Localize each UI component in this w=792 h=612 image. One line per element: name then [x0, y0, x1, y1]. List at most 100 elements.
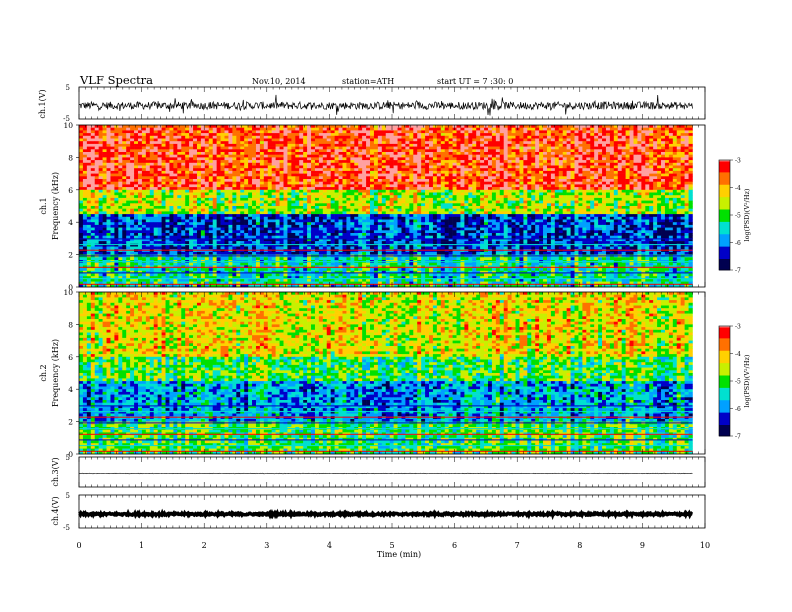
- spectrogram-cell: [401, 127, 406, 131]
- spectrogram-cell: [546, 146, 552, 150]
- spectrogram-cell: [106, 168, 111, 172]
- spectrogram-cell: [149, 149, 155, 153]
- spectrogram-cell: [82, 168, 88, 172]
- spectrogram-cell: [649, 197, 654, 201]
- spectrogram-cell: [330, 197, 335, 201]
- spectrogram-cell: [295, 184, 300, 188]
- spectrogram-cell: [90, 162, 96, 166]
- spectrogram-cell: [476, 195, 481, 199]
- spectrogram-cell: [590, 135, 595, 139]
- spectrogram-cell: [189, 200, 194, 204]
- spectrogram-cell: [307, 160, 312, 164]
- spectrogram-cell: [267, 138, 272, 142]
- spectrogram-cell: [531, 160, 536, 164]
- spectrogram-cell: [122, 195, 127, 199]
- spectrogram-cell: [381, 143, 387, 147]
- spectrogram-cell: [594, 149, 599, 153]
- spectrogram-cell: [539, 179, 544, 182]
- spectrogram-cell: [189, 197, 194, 201]
- spectrogram-cell: [212, 125, 217, 128]
- spectrogram-cell: [86, 203, 92, 207]
- spectrogram-cell: [196, 141, 202, 145]
- spectrogram-cell: [275, 200, 280, 204]
- spectrogram-cell: [134, 160, 139, 164]
- spectrogram-cell: [562, 154, 567, 158]
- spectrogram-cell: [200, 154, 206, 158]
- spectrogram-cell: [468, 146, 473, 150]
- spectrogram-cell: [661, 130, 666, 134]
- spectrogram-cell: [267, 133, 272, 137]
- spectrogram-cell: [558, 152, 563, 155]
- spectrogram-cell: [629, 197, 634, 201]
- spectrogram-cell: [212, 168, 217, 172]
- spectrogram-cell: [169, 195, 174, 199]
- spectrogram-cell: [275, 206, 280, 209]
- spectrogram-cell: [291, 173, 296, 177]
- spectrogram-cell: [468, 179, 473, 182]
- spectrogram-cell: [114, 192, 119, 196]
- spectrogram-cell: [460, 146, 465, 150]
- spectrogram-cell: [114, 168, 119, 172]
- spectrogram-cell: [680, 189, 685, 193]
- spectrogram-cell: [519, 173, 524, 177]
- spectrogram-cell: [94, 200, 99, 204]
- spectrogram-cell: [358, 127, 363, 131]
- spectrogram-cell: [574, 189, 579, 193]
- spectrogram-cell: [425, 138, 430, 142]
- spectrogram-cell: [228, 208, 233, 212]
- spectrogram-cell: [208, 208, 213, 212]
- spectrogram-cell: [503, 192, 508, 196]
- spectrogram-cell: [98, 138, 103, 142]
- spectrogram-cell: [134, 165, 139, 169]
- spectrogram-cell: [110, 173, 115, 177]
- spectrogram-cell: [613, 157, 619, 161]
- spectrogram-cell: [499, 157, 505, 161]
- spectrogram-cell: [94, 127, 99, 131]
- spectrogram-cell: [263, 206, 269, 209]
- spectrogram-cell: [161, 189, 166, 193]
- spectrogram-cell: [350, 130, 355, 134]
- spectrogram-cell: [570, 165, 575, 169]
- spectrogram-cell: [432, 133, 438, 137]
- spectrogram-cell: [523, 179, 528, 182]
- spectrogram-cell: [401, 130, 406, 134]
- spectrogram-cell: [444, 197, 449, 201]
- spectrogram-cell: [366, 149, 371, 153]
- spectrogram-cell: [338, 206, 343, 209]
- spectrogram-cell: [432, 181, 438, 185]
- spectrogram-cell: [625, 149, 630, 153]
- spectrogram-cell: [177, 162, 182, 166]
- spectrogram-cell: [110, 160, 115, 164]
- spectrogram-cell: [629, 189, 634, 193]
- spectrogram-cell: [299, 187, 304, 191]
- spectrogram-cell: [527, 206, 532, 209]
- spectrogram-cell: [472, 200, 477, 204]
- spectrogram-cell: [653, 152, 658, 155]
- spectrogram-cell: [472, 173, 477, 177]
- spectrogram-cell: [594, 203, 599, 207]
- spectrogram-cell: [440, 141, 446, 145]
- spectrogram-cell: [515, 184, 520, 188]
- spectrogram-cell: [519, 152, 524, 155]
- spectrogram-cell: [149, 160, 155, 164]
- spectrogram-cell: [680, 168, 685, 172]
- spectrogram-cell: [271, 192, 276, 196]
- spectrogram-cell: [82, 135, 88, 139]
- spectrogram-cell: [499, 208, 505, 212]
- spectrogram-cell: [322, 138, 328, 142]
- spectrogram-cell: [330, 135, 335, 139]
- spectrogram-cell: [228, 184, 233, 188]
- spectrogram-cell: [649, 130, 654, 134]
- spectrogram-cell: [460, 130, 465, 134]
- spectrogram-cell: [511, 125, 516, 128]
- spectrogram-cell: [495, 168, 501, 172]
- spectrogram-cell: [228, 189, 233, 193]
- spectrogram-cell: [141, 135, 147, 139]
- spectrogram-cell: [527, 168, 532, 172]
- spectrogram-cell: [208, 200, 213, 204]
- spectrogram-cell: [102, 192, 107, 196]
- spectrogram-cell: [676, 170, 681, 174]
- spectrogram-cell: [134, 170, 139, 174]
- spectrogram-cell: [535, 179, 540, 182]
- spectrogram-cell: [464, 160, 469, 164]
